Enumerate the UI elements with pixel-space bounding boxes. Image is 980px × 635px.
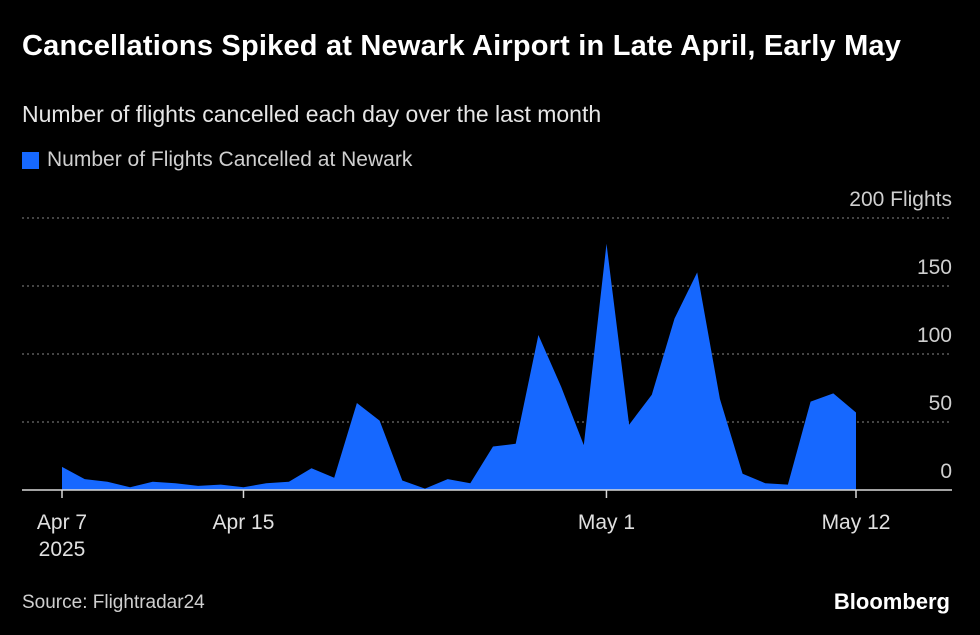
x-tick-label: Apr 15 bbox=[213, 511, 275, 534]
legend-label: Number of Flights Cancelled at Newark bbox=[47, 148, 413, 171]
series-area bbox=[62, 243, 856, 490]
x-tick-label: May 1 bbox=[578, 511, 635, 534]
x-tick-label: May 12 bbox=[822, 511, 891, 534]
bloomberg-logo: Bloomberg bbox=[833, 589, 950, 614]
chart-subtitle: Number of flights cancelled each day ove… bbox=[22, 101, 602, 127]
chart-title: Cancellations Spiked at Newark Airport i… bbox=[22, 30, 902, 62]
y-tick-label: 150 bbox=[917, 256, 952, 279]
legend: Number of Flights Cancelled at Newark bbox=[22, 148, 412, 172]
y-tick-label: 200 Flights bbox=[849, 188, 952, 211]
y-tick-label: 50 bbox=[929, 392, 952, 415]
y-tick-label: 0 bbox=[940, 460, 952, 483]
y-tick-label: 100 bbox=[917, 324, 952, 347]
source-note: Source: Flightradar24 bbox=[22, 592, 205, 613]
x-tick-sublabel: 2025 bbox=[39, 538, 86, 561]
x-tick-label: Apr 7 bbox=[37, 511, 87, 534]
legend-swatch bbox=[22, 151, 39, 169]
